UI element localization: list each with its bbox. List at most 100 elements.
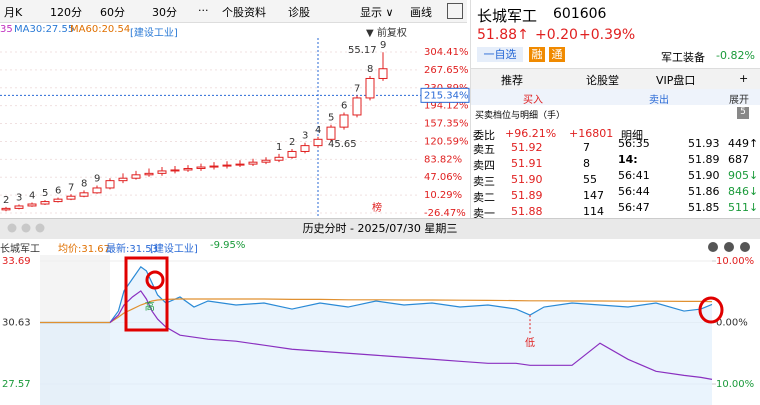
watch-button[interactable]: 一自选 <box>477 47 523 62</box>
highlight-circle <box>698 296 724 324</box>
price: 51.88↑ <box>477 27 529 43</box>
seq-label: 1 <box>276 142 282 153</box>
candle-body <box>352 97 362 116</box>
close[interactable] <box>740 242 750 252</box>
toolbar-tab[interactable]: 月K <box>4 6 23 19</box>
trade-cell: 56:41 <box>618 169 650 182</box>
candle-body <box>287 150 297 158</box>
toolbar-tab[interactable]: 诊股 <box>288 6 310 19</box>
seq-label: 6 <box>55 186 61 197</box>
zoom-out[interactable] <box>724 242 734 252</box>
info-item: [建设工业] <box>150 244 198 255</box>
toolbar-tab[interactable]: 画线 <box>410 6 432 19</box>
candle-body <box>40 201 50 205</box>
change-pct: +0.39% <box>579 27 636 43</box>
candle-body <box>209 165 219 168</box>
trade-cell: 56:47 <box>618 201 650 214</box>
book-badge[interactable]: 5 <box>737 107 749 119</box>
seq-label: 4 <box>315 125 321 136</box>
book-cell: 51.92 <box>511 141 543 154</box>
price-line-area <box>40 266 712 405</box>
low-marker: 低 <box>525 336 535 349</box>
y-tick-label: 33.69 <box>2 256 31 267</box>
toolbar-tab[interactable]: 60分 <box>100 6 125 19</box>
candle-body <box>248 161 258 165</box>
candle-body <box>79 192 89 197</box>
seq-label: 9 <box>380 40 386 51</box>
book-cell: 8 <box>583 157 590 170</box>
toolbar: 月K 120分 60分 30分 ··· 个股资料 诊股 显示 ∨ 画线 <box>0 0 467 23</box>
toolbar-tab[interactable]: ··· <box>198 4 209 17</box>
price-line <box>40 265 713 324</box>
window-button[interactable] <box>7 223 17 233</box>
tab[interactable]: + <box>739 72 749 85</box>
y-tick-label: 120.59% <box>424 136 469 147</box>
high-marker: 高 <box>145 300 155 313</box>
candle-body <box>157 170 167 174</box>
quote-panel: 长城军工 601606 51.88↑ +0.20 +0.39% 一自选 融通 军… <box>470 0 760 220</box>
badge: 通 <box>549 47 565 62</box>
seq-label: 5 <box>328 113 334 124</box>
book-cell: 147 <box>583 189 604 202</box>
seq-label: 8 <box>81 178 87 189</box>
trade-cell: 14: <box>618 153 638 166</box>
book-cell: 51.91 <box>511 157 543 170</box>
trade-tab[interactable]: 展开 <box>729 95 749 106</box>
toolbar-tab[interactable]: 30分 <box>152 6 177 19</box>
candle-body <box>131 174 141 179</box>
seq-label: 5 <box>42 188 48 199</box>
seq-label: 7 <box>354 84 360 95</box>
badge: 融 <box>529 47 545 62</box>
seq-label: 4 <box>29 191 35 202</box>
candle-body <box>105 180 115 189</box>
zoom-controls <box>708 242 750 252</box>
candle-body <box>365 77 375 99</box>
candle-body <box>222 164 232 167</box>
ma-label: [建设工业] <box>130 28 178 39</box>
tab[interactable]: 推荐 <box>501 74 523 87</box>
toolbar-tab[interactable]: 显示 ∨ <box>360 6 394 19</box>
tab[interactable]: 论股堂 <box>586 74 619 87</box>
window-titlebar: 历史分时 - 2025/07/30 星期三 <box>0 218 760 239</box>
y-tick-label: 30.63 <box>2 318 31 329</box>
trade-tab[interactable]: 买入 <box>523 95 543 106</box>
toolbar-tab[interactable]: 个股资料 <box>222 6 266 19</box>
candle-body <box>170 169 180 172</box>
candle-body <box>118 177 128 182</box>
trade-cell: 56:44 <box>618 185 650 198</box>
candle-body <box>14 205 24 209</box>
zoom-in[interactable] <box>708 242 718 252</box>
window-button[interactable] <box>21 223 31 233</box>
seq-label: 2 <box>289 137 295 148</box>
ma-label: 35 <box>0 24 13 35</box>
ma-label: MA60:20.54 <box>70 24 131 35</box>
trade-cell: 511↓ <box>728 201 759 214</box>
y-tick-label: 267.65% <box>424 65 469 76</box>
detail-title: 明细 <box>621 129 643 142</box>
adjust[interactable]: ▼ 前复权 <box>366 28 407 39</box>
window-button[interactable] <box>35 223 45 233</box>
tab[interactable]: VIP盘口 <box>656 74 696 87</box>
candle-body <box>378 68 388 79</box>
panel-toggle[interactable] <box>447 3 463 19</box>
trade-cell: 846↓ <box>728 185 759 198</box>
toolbar-tab[interactable]: 120分 <box>50 6 82 19</box>
candle-body <box>144 172 154 176</box>
info-item: 长城军工 <box>0 244 40 255</box>
ratio-diff: +16801 <box>569 127 614 140</box>
candle-body <box>235 163 245 166</box>
info-item: 均价:31.67 <box>58 244 110 255</box>
ma-label: MA30:27.55 <box>14 24 75 35</box>
candle-body <box>183 167 193 171</box>
y-tick-label: 83.82% <box>424 154 462 165</box>
avg-line <box>40 298 713 324</box>
trade-tab[interactable]: 卖出 <box>649 95 669 106</box>
book-cell: 7 <box>583 141 590 154</box>
highlight-circle <box>145 270 165 290</box>
trade-cell: 51.90 <box>688 169 720 182</box>
seq-label: 7 <box>68 182 74 193</box>
candle-body <box>66 195 76 200</box>
candle-body <box>53 198 63 203</box>
kline-chart: 304.41%267.65%230.89%194.12%157.35%120.5… <box>0 38 470 218</box>
sector-line <box>109 290 713 380</box>
